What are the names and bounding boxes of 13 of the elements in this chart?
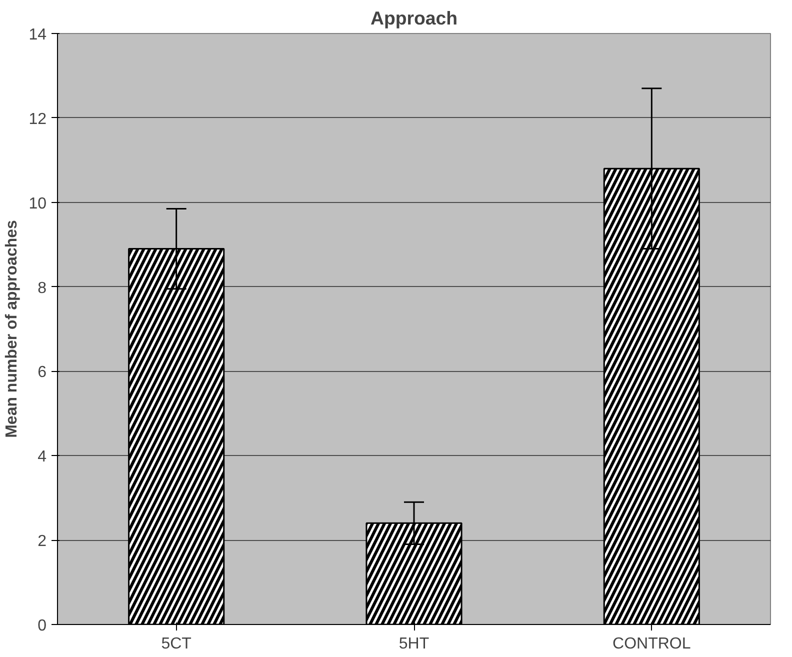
y-tick-label: 2 — [38, 533, 47, 550]
x-tick-label: 5HT — [398, 636, 430, 652]
y-tick-label: 0 — [38, 618, 47, 634]
y-tick-label: 8 — [38, 280, 47, 297]
y-axis-title: Mean number of approaches — [4, 220, 21, 438]
y-tick-label: 4 — [38, 448, 47, 466]
x-tick-label: CONTROL — [612, 636, 691, 652]
y-tick-label: 12 — [28, 110, 47, 128]
y-tick-label: 6 — [38, 364, 47, 382]
x-tick-label: 5CT — [161, 636, 192, 652]
y-tick-label: 10 — [28, 195, 47, 212]
y-tick-label: 14 — [28, 26, 47, 44]
chart-title: Approach — [370, 8, 458, 28]
